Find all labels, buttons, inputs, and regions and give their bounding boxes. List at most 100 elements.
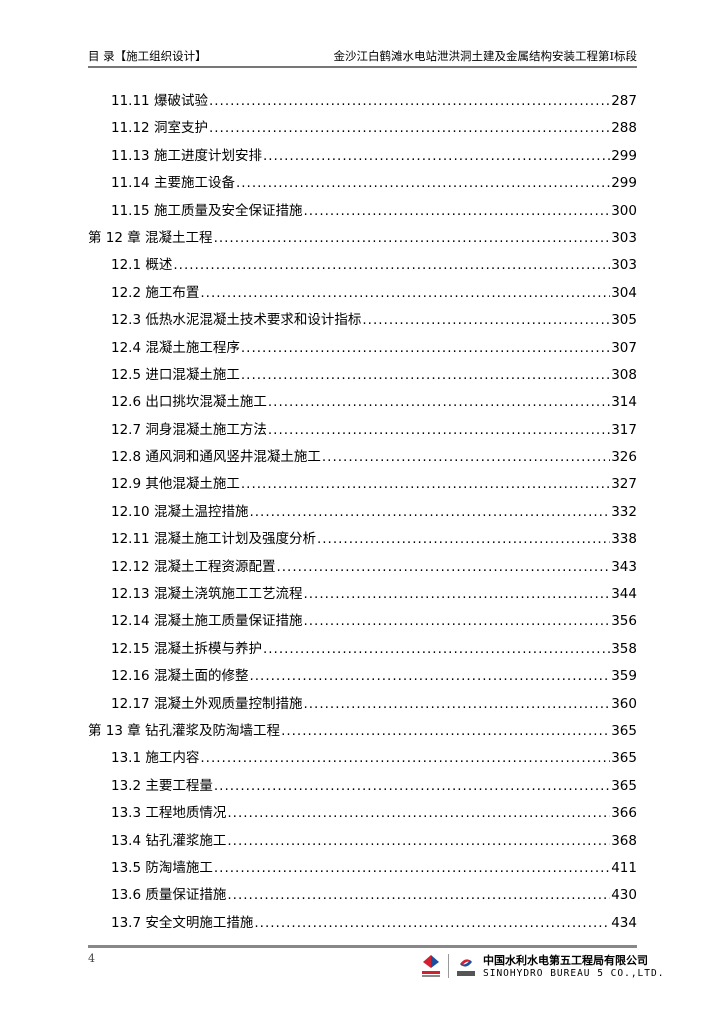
table-of-contents: 11.11 爆破试验 287 11.12 洞室支护 288 11.13 施工进度计划安排… [88, 90, 637, 939]
toc-leader-dots [281, 720, 610, 742]
toc-section-entry[interactable]: 13.4 钻孔灌浆施工 368 [88, 830, 637, 857]
toc-entry-page: 314 [611, 394, 637, 411]
logo-divider [448, 953, 449, 978]
toc-entry-title: 12.1 概述 [111, 257, 173, 274]
toc-entry-page: 358 [611, 640, 637, 657]
toc-leader-dots [241, 473, 610, 495]
toc-chapter-entry[interactable]: 第 12 章 混凝土工程 303 [88, 227, 637, 254]
toc-entry-page: 307 [611, 339, 637, 356]
toc-entry-page: 327 [611, 476, 637, 493]
toc-leader-dots [173, 254, 610, 276]
toc-entry-page: 368 [611, 832, 637, 849]
toc-chapter-entry[interactable]: 第 13 章 钻孔灌浆及防淘墙工程 365 [88, 720, 637, 747]
toc-entry-title: 12.17 混凝土外观质量控制措施 [111, 695, 303, 712]
toc-entry-page: 305 [611, 312, 637, 329]
toc-entry-page: 356 [611, 613, 637, 630]
toc-entry-page: 365 [611, 777, 637, 794]
toc-entry-page: 288 [611, 120, 637, 137]
toc-entry-title: 11.13 施工进度计划安排 [111, 147, 262, 164]
toc-section-entry[interactable]: 12.17 混凝土外观质量控制措施 360 [88, 693, 637, 720]
toc-leader-dots [241, 364, 610, 386]
page-number: 4 [88, 952, 95, 965]
toc-section-entry[interactable]: 12.10 混凝土温控措施 332 [88, 501, 637, 528]
toc-section-entry[interactable]: 12.16 混凝土面的修整 359 [88, 665, 637, 692]
toc-entry-title: 11.15 施工质量及安全保证措施 [111, 202, 303, 219]
toc-section-entry[interactable]: 11.13 施工进度计划安排 299 [88, 145, 637, 172]
company-logo: 中国水利水电第五工程局有限公司 SINOHYDRO BUREAU 5 CO.,L… [420, 952, 664, 979]
toc-entry-page: 303 [611, 229, 637, 246]
toc-section-entry[interactable]: 12.11 混凝土施工计划及强度分析 338 [88, 528, 637, 555]
toc-entry-title: 12.13 混凝土浇筑施工工艺流程 [111, 586, 303, 603]
toc-section-entry[interactable]: 12.8 通风洞和通风竖井混凝土施工 326 [88, 446, 637, 473]
toc-entry-page: 332 [611, 503, 637, 520]
toc-leader-dots [209, 117, 610, 139]
toc-section-entry[interactable]: 13.1 施工内容 365 [88, 747, 637, 774]
toc-entry-page: 365 [611, 722, 637, 739]
toc-section-entry[interactable]: 13.3 工程地质情况 366 [88, 802, 637, 829]
header-right: 金沙江白鹤滩水电站泄洪洞土建及金属结构安装工程第Ⅰ标段 [333, 49, 637, 63]
toc-entry-title: 12.4 混凝土施工程序 [111, 339, 240, 356]
toc-leader-dots [249, 501, 610, 523]
toc-entry-title: 12.10 混凝土温控措施 [111, 503, 249, 520]
toc-entry-title: 13.7 安全文明施工措施 [111, 914, 254, 931]
toc-section-entry[interactable]: 12.9 其他混凝土施工 327 [88, 473, 637, 500]
toc-section-entry[interactable]: 12.7 洞身混凝土施工方法 317 [88, 419, 637, 446]
toc-entry-title: 第 12 章 混凝土工程 [88, 229, 213, 246]
toc-section-entry[interactable]: 12.2 施工布置 304 [88, 282, 637, 309]
toc-entry-title: 12.6 出口挑坎混凝土施工 [111, 394, 267, 411]
toc-entry-page: 359 [611, 668, 637, 685]
toc-leader-dots [303, 583, 610, 605]
header-left: 目 录【施工组织设计】 [88, 49, 207, 63]
toc-section-entry[interactable]: 12.6 出口挑坎混凝土施工 314 [88, 391, 637, 418]
toc-entry-title: 12.14 混凝土施工质量保证措施 [111, 613, 303, 630]
toc-entry-page: 303 [611, 257, 637, 274]
toc-section-entry[interactable]: 12.5 进口混凝土施工 308 [88, 364, 637, 391]
toc-leader-dots [303, 693, 610, 715]
toc-section-entry[interactable]: 12.4 混凝土施工程序 307 [88, 337, 637, 364]
toc-entry-page: 366 [611, 805, 637, 822]
toc-section-entry[interactable]: 13.6 质量保证措施 430 [88, 884, 637, 911]
toc-section-entry[interactable]: 11.14 主要施工设备 299 [88, 172, 637, 199]
toc-entry-page: 360 [611, 695, 637, 712]
toc-entry-page: 317 [611, 421, 637, 438]
toc-section-entry[interactable]: 11.12 洞室支护 288 [88, 117, 637, 144]
toc-entry-title: 12.15 混凝土拆模与养护 [111, 640, 262, 657]
toc-entry-page: 434 [611, 914, 637, 931]
toc-section-entry[interactable]: 11.15 施工质量及安全保证措施 300 [88, 200, 637, 227]
toc-leader-dots [254, 912, 610, 934]
toc-leader-dots [214, 857, 610, 879]
toc-section-entry[interactable]: 12.15 混凝土拆模与养护 358 [88, 638, 637, 665]
toc-leader-dots [236, 172, 610, 194]
toc-entry-page: 287 [611, 93, 637, 109]
toc-section-entry[interactable]: 12.3 低热水泥混凝土技术要求和设计指标 305 [88, 309, 637, 336]
toc-entry-title: 12.12 混凝土工程资源配置 [111, 558, 276, 575]
toc-section-entry[interactable]: 12.13 混凝土浇筑施工工艺流程 344 [88, 583, 637, 610]
logo-mark-icon [420, 954, 442, 978]
toc-entry-title: 13.2 主要工程量 [111, 777, 213, 794]
toc-entry-title: 12.2 施工布置 [111, 284, 200, 301]
toc-section-entry[interactable]: 13.2 主要工程量 365 [88, 775, 637, 802]
toc-leader-dots [268, 391, 610, 413]
toc-leader-dots [303, 200, 610, 222]
toc-entry-page: 343 [611, 558, 637, 575]
toc-entry-page: 338 [611, 531, 637, 548]
toc-entry-title: 13.6 质量保证措施 [111, 887, 227, 904]
toc-entry-title: 12.8 通风洞和通风竖井混凝土施工 [111, 449, 321, 466]
toc-section-entry[interactable]: 11.11 爆破试验 287 [88, 90, 637, 117]
toc-section-entry[interactable]: 12.12 混凝土工程资源配置 343 [88, 556, 637, 583]
company-name-cn: 中国水利水电第五工程局有限公司 [483, 954, 648, 967]
toc-section-entry[interactable]: 12.14 混凝土施工质量保证措施 356 [88, 610, 637, 637]
toc-entry-page: 299 [611, 175, 637, 192]
toc-section-entry[interactable]: 12.1 概述 303 [88, 254, 637, 281]
toc-entry-page: 299 [611, 147, 637, 164]
toc-leader-dots [322, 446, 610, 468]
toc-section-entry[interactable]: 13.7 安全文明施工措施 434 [88, 912, 637, 939]
toc-entry-title: 13.5 防淘墙施工 [111, 859, 213, 876]
toc-entry-title: 12.9 其他混凝土施工 [111, 476, 240, 493]
toc-entry-page: 430 [611, 887, 637, 904]
toc-leader-dots [263, 145, 610, 167]
toc-section-entry[interactable]: 13.5 防淘墙施工 411 [88, 857, 637, 884]
toc-entry-page: 365 [611, 750, 637, 767]
toc-entry-page: 300 [611, 202, 637, 219]
